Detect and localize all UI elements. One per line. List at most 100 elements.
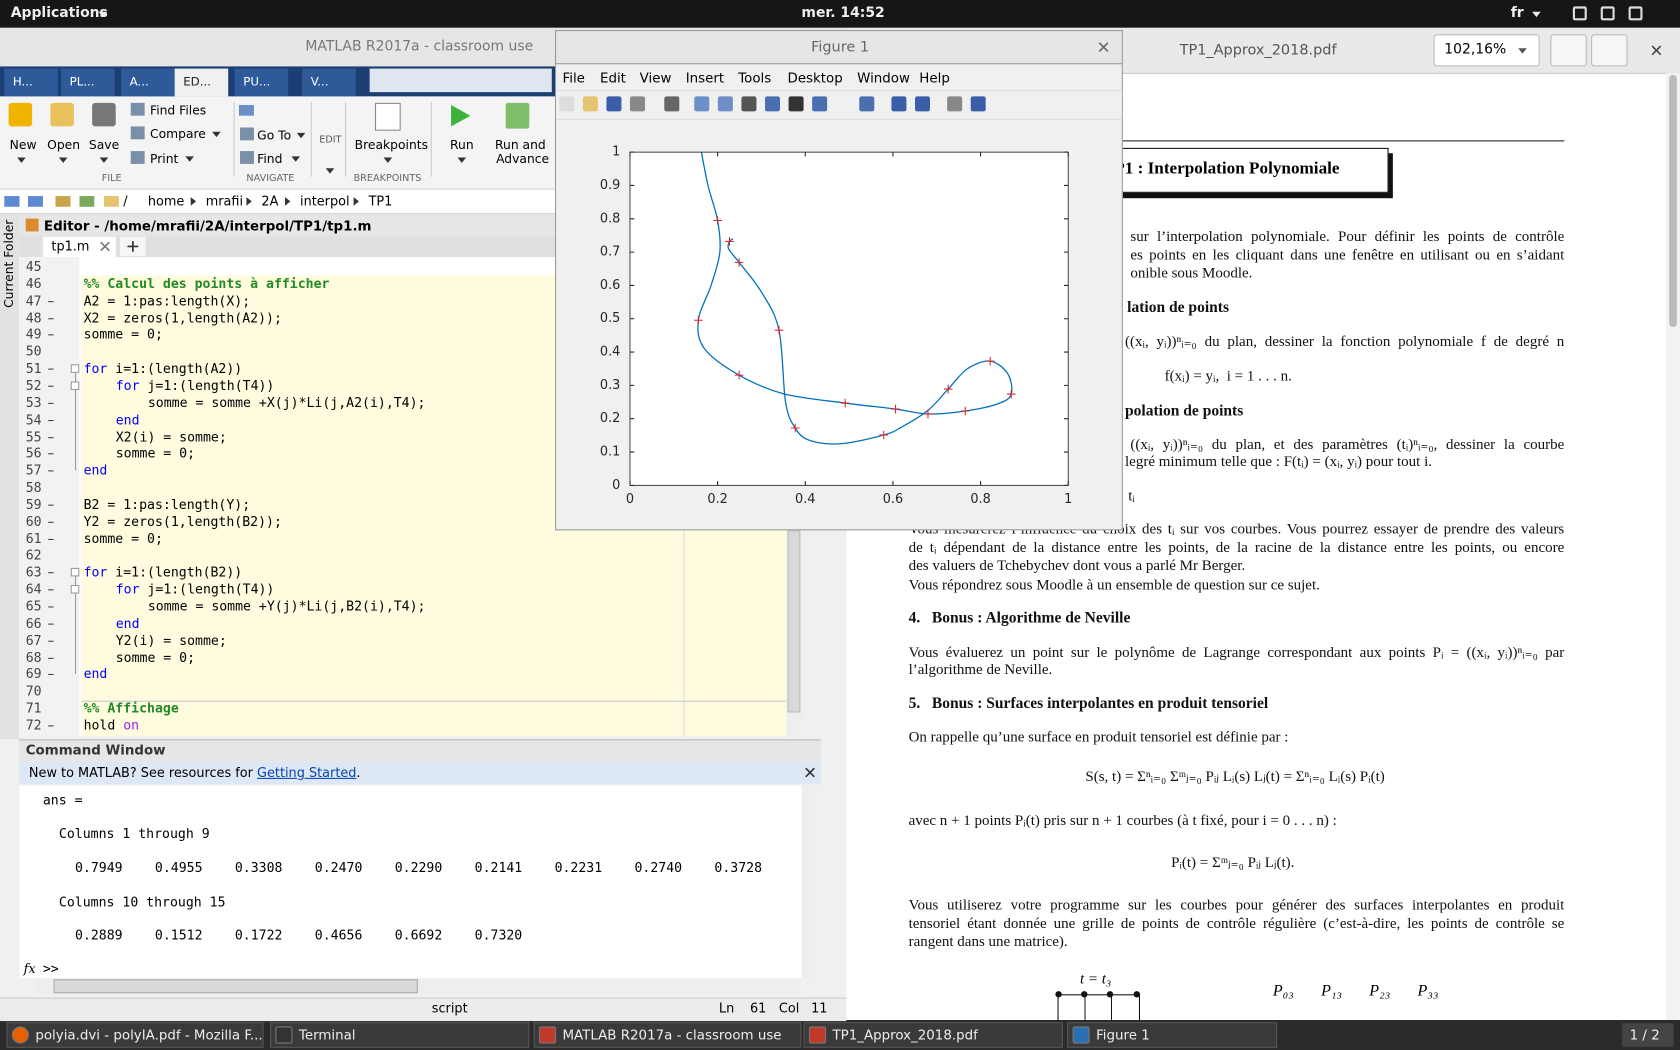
fold-toggle[interactable] [70,381,80,390]
path-segment[interactable]: 2A [261,193,279,209]
tool-icon[interactable] [8,102,33,127]
tab-background[interactable] [4,68,58,97]
pdf-scroll-thumb[interactable] [1669,75,1677,327]
task-label[interactable]: TP1_Approx_2018.pdf [832,1026,978,1043]
menu-item[interactable]: Window [857,69,910,86]
path-segment[interactable]: mrafii [205,193,244,209]
toolbar-button[interactable] [664,96,680,112]
run-advance-label[interactable]: Advance [496,151,550,167]
menu-item[interactable]: Edit [600,69,626,86]
task-button[interactable] [1067,1022,1278,1048]
toolbar-button[interactable] [694,96,710,112]
toolbar-button[interactable] [947,96,963,112]
toolbar-button[interactable] [741,96,757,112]
breakpoints-label[interactable]: Breakpoints [354,137,429,153]
task-button[interactable] [533,1022,802,1048]
run-label[interactable]: Run [450,137,474,153]
dropdown-arrow[interactable] [185,156,194,162]
new-tab-button[interactable] [120,236,146,257]
applications-menu[interactable]: Applications [10,5,108,22]
close-button[interactable] [1098,42,1109,53]
dropdown-arrow[interactable] [457,157,467,163]
tool-icon[interactable] [92,102,116,127]
tray-icon[interactable] [1572,6,1587,21]
menu-item[interactable]: Help [919,69,950,86]
dropdown-arrow[interactable] [99,157,109,163]
tray-icon[interactable] [1600,6,1615,21]
toolbar-button[interactable] [765,96,781,112]
path-segment[interactable]: home [147,193,185,209]
tool-icon[interactable] [130,102,145,116]
dropdown-arrow[interactable] [212,131,221,138]
tool-icon[interactable] [50,102,74,127]
dropdown-arrow[interactable] [17,157,26,163]
toolbar-button[interactable] [970,96,986,112]
tray-icon[interactable] [1628,6,1643,21]
menu-item[interactable]: Desktop [787,69,843,86]
nav-buttons[interactable] [4,196,95,207]
tool-icon[interactable] [130,151,145,164]
scroll-thumb[interactable] [787,530,801,713]
tab-label[interactable]: PL... [69,75,95,89]
tab-label[interactable]: V... [310,75,329,89]
close-button[interactable] [100,241,111,252]
find_files-label[interactable]: Find Files [150,102,207,118]
pager[interactable]: 1 / 2 [1629,1026,1660,1043]
task-label[interactable]: MATLAB R2017a - classroom use [562,1026,782,1043]
fold-toggle[interactable] [70,585,80,594]
save-label[interactable]: Save [88,137,120,153]
path-segment[interactable]: TP1 [368,193,393,209]
getting-started-link[interactable]: Getting Started [257,765,357,781]
h-scroll-thumb[interactable] [53,979,418,994]
find-label[interactable]: Find [257,151,283,167]
language[interactable]: fr [1510,5,1524,22]
new-label[interactable]: New [9,137,37,153]
task-label[interactable]: Figure 1 [1096,1026,1150,1043]
tab-label[interactable]: ED... [183,75,211,89]
path-segment[interactable]: / [123,193,128,209]
menu-item[interactable]: Tools [738,69,772,86]
toolbar-button[interactable] [559,96,575,112]
go-to-label[interactable]: Go To [257,127,292,143]
toolbar-button[interactable] [859,96,875,112]
close-button[interactable] [1651,45,1662,56]
tab-background[interactable] [61,68,115,97]
tab-background[interactable] [121,68,175,97]
task-label[interactable]: Terminal [298,1026,356,1043]
toolbar-button[interactable] [915,96,931,112]
pager-box[interactable] [1622,1023,1674,1047]
header-button[interactable] [1550,34,1587,67]
toolbar-button[interactable] [606,96,622,112]
path-segment[interactable]: interpol [300,193,350,209]
tab-background[interactable] [234,68,289,97]
toolbar-button[interactable] [717,96,733,112]
toolbar-button[interactable] [582,96,598,112]
tab-label[interactable]: A... [129,75,149,89]
print-label[interactable]: Print [150,151,179,167]
toolbar-button[interactable] [630,96,646,112]
edit-label[interactable]: EDIT [319,135,342,146]
tab-label[interactable]: PU... [243,75,271,89]
toolbar-button[interactable] [891,96,907,112]
fold-toggle[interactable] [70,568,80,577]
close-button[interactable] [805,767,816,778]
tool-icon[interactable] [130,126,145,140]
run-advance-label[interactable]: Run and [495,137,546,153]
dropdown-arrow[interactable] [1518,48,1527,54]
open-label[interactable]: Open [47,137,81,153]
toolbar-button[interactable] [788,96,804,112]
zoom-value[interactable]: 102,16% [1444,41,1507,58]
menu-item[interactable]: Insert [685,69,725,86]
task-label[interactable]: polyia.dvi - polyIA.pdf - Mozilla F... [35,1026,263,1043]
run-icon[interactable] [448,103,474,129]
fx-icon[interactable]: fx [23,961,36,977]
tab-background[interactable] [302,68,356,97]
header-button[interactable] [1591,34,1628,67]
file-tab[interactable]: tp1.m [51,238,90,254]
toolbar-button[interactable] [812,96,828,112]
file-tab-background[interactable] [42,236,116,258]
dropdown-arrow[interactable] [383,157,393,163]
fold-toggle[interactable] [70,364,80,373]
tool-icon[interactable] [375,102,401,131]
dropdown-arrow[interactable] [325,168,335,174]
